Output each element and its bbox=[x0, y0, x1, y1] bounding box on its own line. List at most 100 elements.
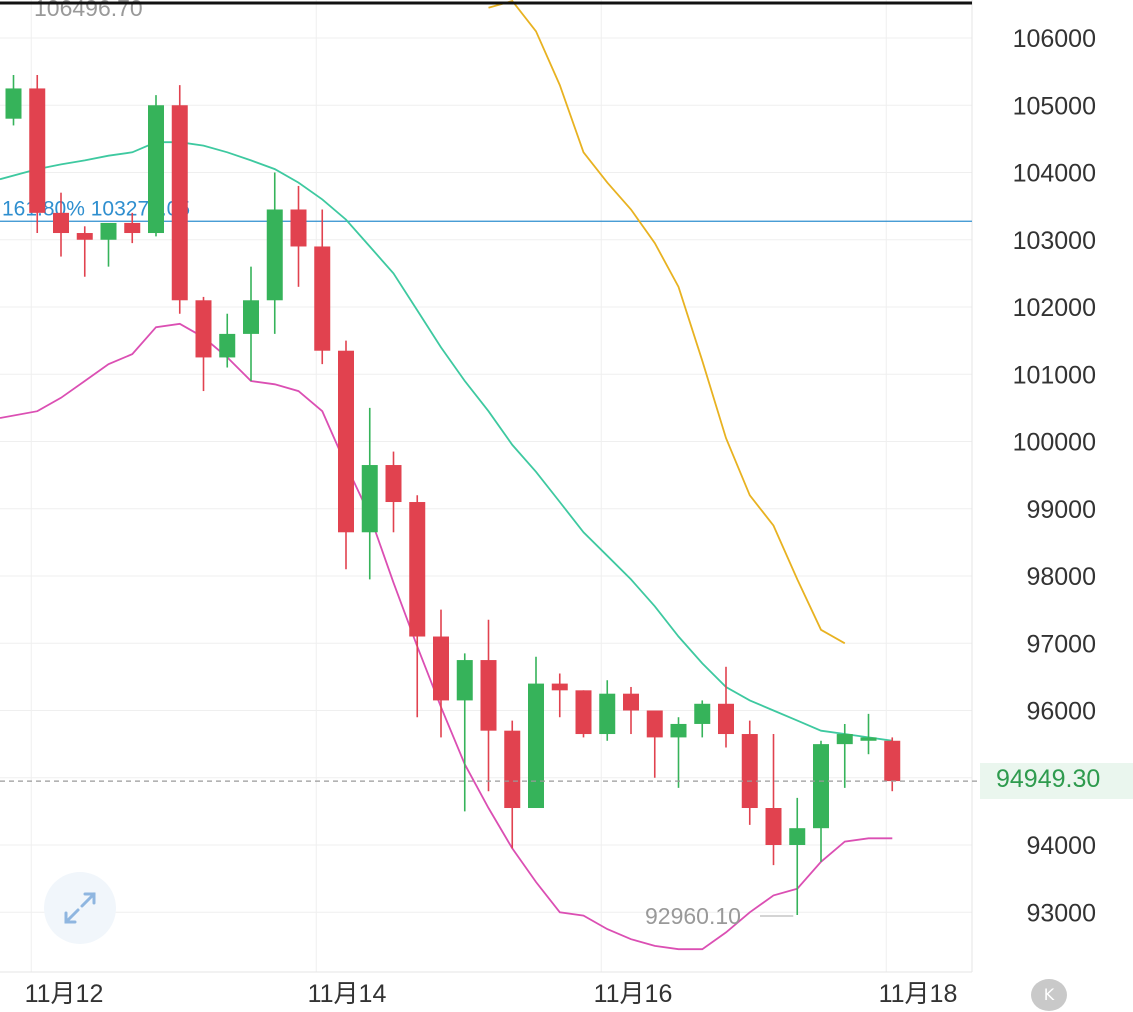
candle-body bbox=[409, 502, 426, 637]
candle bbox=[290, 185, 307, 287]
candle bbox=[29, 74, 46, 234]
candle-body bbox=[813, 744, 829, 829]
candle-body bbox=[5, 88, 22, 119]
candle-body bbox=[219, 333, 236, 358]
low-label: 92960.10 bbox=[645, 903, 741, 929]
candle bbox=[314, 209, 331, 365]
last-price-badge bbox=[980, 763, 1133, 799]
y-tick-label: 94000 bbox=[1026, 832, 1096, 860]
candle bbox=[266, 172, 283, 334]
candle-body bbox=[314, 246, 331, 351]
x-tick-label: 11月18 bbox=[879, 980, 958, 1008]
y-tick-label: 106000 bbox=[1013, 25, 1096, 53]
candle bbox=[860, 713, 877, 755]
candle-body bbox=[836, 734, 853, 745]
candle bbox=[670, 717, 687, 788]
y-tick-label: 96000 bbox=[1026, 698, 1096, 726]
candles bbox=[5, 74, 901, 915]
candle-body bbox=[646, 710, 663, 738]
candle-body bbox=[171, 105, 188, 301]
candle bbox=[409, 495, 426, 718]
candle-body bbox=[456, 660, 473, 701]
y-tick-label: 100000 bbox=[1013, 429, 1096, 457]
candle-body bbox=[385, 465, 402, 503]
candle bbox=[528, 656, 544, 809]
candle-body bbox=[765, 808, 782, 845]
candle-body bbox=[433, 636, 449, 701]
x-tick-label: 11月14 bbox=[308, 980, 387, 1008]
candle-body bbox=[504, 730, 521, 809]
candle-body bbox=[266, 209, 283, 301]
candle-body bbox=[338, 350, 354, 533]
fib-label: 161.80% 103275.05 bbox=[2, 197, 190, 220]
candle bbox=[623, 686, 639, 735]
candle bbox=[551, 673, 568, 718]
candle-body bbox=[29, 88, 46, 213]
candle-body bbox=[124, 222, 141, 234]
y-tick-label: 93000 bbox=[1026, 899, 1096, 927]
candle-body bbox=[528, 683, 544, 809]
candle bbox=[124, 212, 141, 244]
k-circle-icon[interactable]: K bbox=[1031, 979, 1067, 1011]
expand-button[interactable] bbox=[44, 872, 116, 944]
x-tick-label: 11月16 bbox=[594, 980, 673, 1008]
candle-body bbox=[551, 683, 568, 691]
candle-body bbox=[100, 222, 117, 240]
candle bbox=[5, 74, 22, 126]
candle-body bbox=[670, 723, 687, 738]
candle bbox=[76, 226, 93, 277]
candle bbox=[884, 737, 901, 792]
fibonacci-extension: 161.80% 103275.05 bbox=[0, 197, 972, 222]
candle-body bbox=[53, 212, 69, 234]
candle-body bbox=[575, 690, 592, 735]
y-tick-label: 101000 bbox=[1013, 361, 1096, 389]
candle bbox=[219, 313, 236, 368]
candle bbox=[741, 720, 758, 825]
candle-body bbox=[741, 734, 758, 809]
candle bbox=[599, 680, 616, 741]
candle-body bbox=[860, 737, 877, 741]
candle-body bbox=[789, 828, 806, 845]
annotations: 106496.70 92960.10 bbox=[34, 0, 794, 929]
candle bbox=[836, 723, 853, 788]
candle bbox=[813, 740, 829, 862]
candle bbox=[100, 222, 117, 267]
y-tick-label: 103000 bbox=[1013, 227, 1096, 255]
candle-body bbox=[718, 703, 734, 735]
ma-line-2 bbox=[0, 322, 893, 951]
candle bbox=[148, 95, 164, 237]
y-tick-label: 98000 bbox=[1026, 563, 1096, 591]
y-axis: 9300094000950009600097000980009900010000… bbox=[1013, 25, 1096, 927]
candle bbox=[694, 700, 711, 738]
candle-body bbox=[884, 740, 901, 782]
candle-body bbox=[480, 660, 497, 731]
candle-body bbox=[361, 465, 378, 533]
high-label: 106496.70 bbox=[34, 0, 143, 21]
candle-body bbox=[76, 233, 93, 240]
expand-arrows-icon bbox=[64, 892, 96, 924]
candle bbox=[171, 85, 188, 314]
y-tick-label: 97000 bbox=[1026, 630, 1096, 658]
candle bbox=[243, 266, 259, 381]
candle-body bbox=[243, 300, 259, 334]
candle bbox=[338, 340, 354, 570]
candle-body bbox=[623, 693, 639, 711]
candle bbox=[718, 666, 734, 748]
candle bbox=[53, 192, 69, 257]
moving-average-lines bbox=[0, 0, 893, 951]
candle bbox=[456, 653, 473, 812]
ma-line-3 bbox=[488, 0, 846, 645]
candle bbox=[433, 609, 449, 738]
candle bbox=[646, 710, 663, 778]
candle bbox=[361, 407, 378, 580]
candle-body bbox=[195, 300, 212, 358]
candle-body bbox=[290, 209, 307, 247]
candle bbox=[385, 451, 402, 533]
x-tick-label: 11月12 bbox=[25, 980, 104, 1008]
candle-body bbox=[148, 105, 164, 234]
candle bbox=[504, 720, 521, 849]
last-price-label: 94949.30 bbox=[996, 765, 1101, 793]
candle-body bbox=[694, 703, 711, 724]
candle-body bbox=[599, 693, 616, 735]
